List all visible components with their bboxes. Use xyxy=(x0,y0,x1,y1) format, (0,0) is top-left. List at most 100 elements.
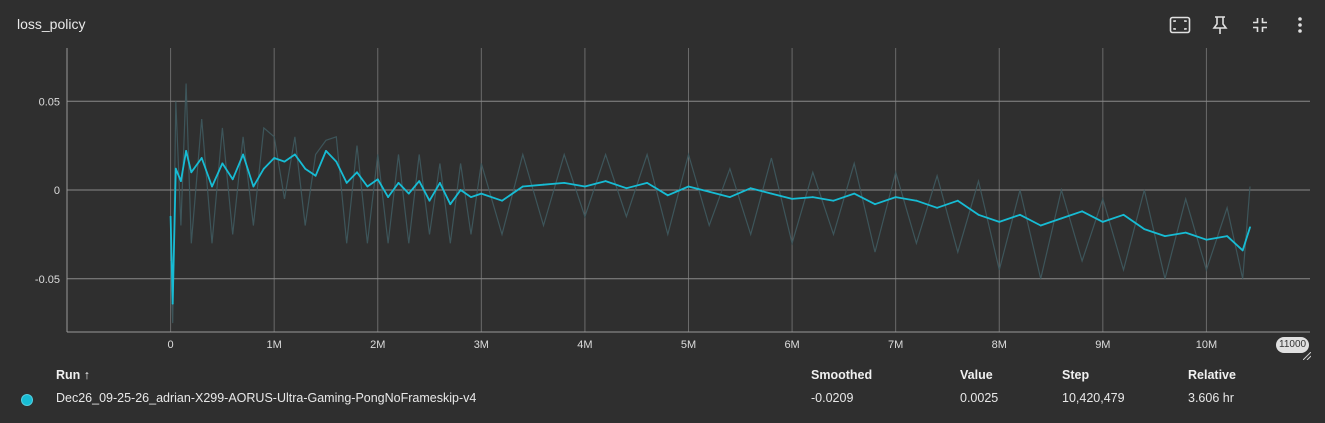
smoothed-point xyxy=(708,190,711,193)
smoothed-point xyxy=(1205,238,1208,241)
smoothed-point xyxy=(874,203,876,206)
x-tick-label: 10M xyxy=(1196,339,1217,351)
smoothed-point xyxy=(242,153,245,156)
fit-domain-icon xyxy=(1169,16,1191,34)
smoothed-point xyxy=(418,180,421,183)
resize-handle-icon[interactable] xyxy=(1303,352,1311,360)
smoothed-point xyxy=(811,196,814,199)
header-smoothed[interactable]: Smoothed xyxy=(811,368,873,382)
smoothed-point xyxy=(459,189,462,191)
smoothed-point xyxy=(687,185,690,188)
x-tick-label: 4M xyxy=(577,339,592,351)
smoothed-point xyxy=(1143,228,1146,231)
smoothed-point xyxy=(335,160,338,163)
smoothed-point xyxy=(977,213,980,216)
smoothed-point xyxy=(180,180,182,183)
smoothed-point xyxy=(1039,224,1042,227)
line-chart[interactable]: 0 1M 2M 3M 4M 5M 6M 7M 8M 9M 10M -0.05 0 0.05 xyxy=(0,40,1325,360)
x-axis-end-label: 11000 xyxy=(1276,337,1310,353)
header-run[interactable]: Run ↑ xyxy=(56,368,91,382)
smoothed-point xyxy=(604,180,607,183)
x-tick-label: 5M xyxy=(681,339,696,351)
smoothed-point xyxy=(770,192,773,195)
smoothed-point xyxy=(1081,210,1083,213)
smoothed-point xyxy=(584,185,586,188)
smoothed-point xyxy=(646,182,648,184)
cell-value: 0.0025 xyxy=(960,391,999,405)
cell-run: Dec26_09-25-26_adrian-X299-AORUS-Ultra-G… xyxy=(56,391,477,405)
smoothed-point xyxy=(185,150,188,152)
header-relative[interactable]: Relative xyxy=(1188,368,1236,382)
smoothed-point xyxy=(169,215,172,218)
tick-labels: 0 1M 2M 3M 4M 5M 6M 7M 8M 9M 10M -0.05 0 0.05 xyxy=(35,96,1217,351)
smoothed-point xyxy=(449,203,452,206)
smoothed-point xyxy=(791,198,793,200)
smoothed-point xyxy=(521,185,524,188)
cell-step: 10,420,479 xyxy=(1062,391,1125,405)
smoothed-series xyxy=(169,150,1251,305)
smoothed-point xyxy=(190,171,193,174)
smoothed-point xyxy=(894,196,897,199)
smoothed-point xyxy=(439,182,441,184)
smoothed-point xyxy=(273,157,276,159)
smoothed-point xyxy=(998,221,1001,223)
run-color-indicator xyxy=(21,394,33,406)
smoothed-point xyxy=(283,160,286,163)
smoothed-point xyxy=(1241,249,1244,252)
smoothed-point xyxy=(366,185,369,188)
raw-series xyxy=(170,83,1251,324)
x-tick-label: 2M xyxy=(370,339,385,351)
smoothed-point xyxy=(853,192,856,195)
y-tick-label: 0 xyxy=(54,185,60,197)
smoothed-point xyxy=(1226,235,1228,238)
card-header: loss_policy xyxy=(0,0,1325,48)
smoothed-point xyxy=(625,187,628,190)
x-tick-label: 8M xyxy=(992,339,1007,351)
cell-smoothed: -0.0209 xyxy=(811,391,854,405)
smoothed-point xyxy=(1060,217,1063,220)
smoothed-point xyxy=(231,178,234,181)
smoothed-point xyxy=(211,185,213,188)
header-step[interactable]: Step xyxy=(1062,368,1090,382)
smoothed-point xyxy=(956,199,959,202)
smoothed-point xyxy=(563,182,566,184)
header-value[interactable]: Value xyxy=(960,368,993,382)
smoothed-point xyxy=(666,194,669,197)
fit-domain-button[interactable] xyxy=(1165,12,1195,38)
smoothed-point xyxy=(1249,226,1251,229)
pin-icon xyxy=(1212,16,1228,34)
collapse-button[interactable] xyxy=(1245,12,1275,38)
more-vert-icon xyxy=(1298,17,1302,33)
smoothed-point xyxy=(376,178,379,181)
smoothed-point xyxy=(832,199,835,202)
smoothed-point xyxy=(200,157,203,159)
smoothed-point xyxy=(1184,231,1187,234)
smoothed-series-line xyxy=(169,150,1251,305)
smoothed-point xyxy=(345,182,348,184)
smoothed-point xyxy=(915,199,918,202)
smoothed-point xyxy=(325,150,327,152)
smoothed-point xyxy=(1019,213,1021,216)
raw-series-line xyxy=(170,83,1251,324)
smoothed-point xyxy=(1122,213,1125,216)
x-tick-label: 7M xyxy=(888,339,903,351)
smoothed-point xyxy=(428,199,431,202)
collapse-icon xyxy=(1253,18,1267,32)
smoothed-point xyxy=(171,302,174,305)
smoothed-point xyxy=(407,192,410,195)
card-title: loss_policy xyxy=(17,16,86,32)
cell-relative: 3.606 hr xyxy=(1188,391,1234,405)
smoothed-point xyxy=(174,167,177,170)
grid xyxy=(67,48,1310,332)
y-tick-label: 0.05 xyxy=(39,96,60,108)
more-options-button[interactable] xyxy=(1285,12,1315,38)
pin-button[interactable] xyxy=(1205,12,1235,38)
smoothed-point xyxy=(397,182,400,184)
card-toolbar xyxy=(1165,12,1315,38)
smoothed-point xyxy=(501,199,503,202)
x-tick-label: 3M xyxy=(474,339,489,351)
smoothed-point xyxy=(542,183,545,186)
smoothed-point xyxy=(356,171,358,174)
smoothed-point xyxy=(936,206,938,209)
smoothed-point xyxy=(221,162,224,165)
